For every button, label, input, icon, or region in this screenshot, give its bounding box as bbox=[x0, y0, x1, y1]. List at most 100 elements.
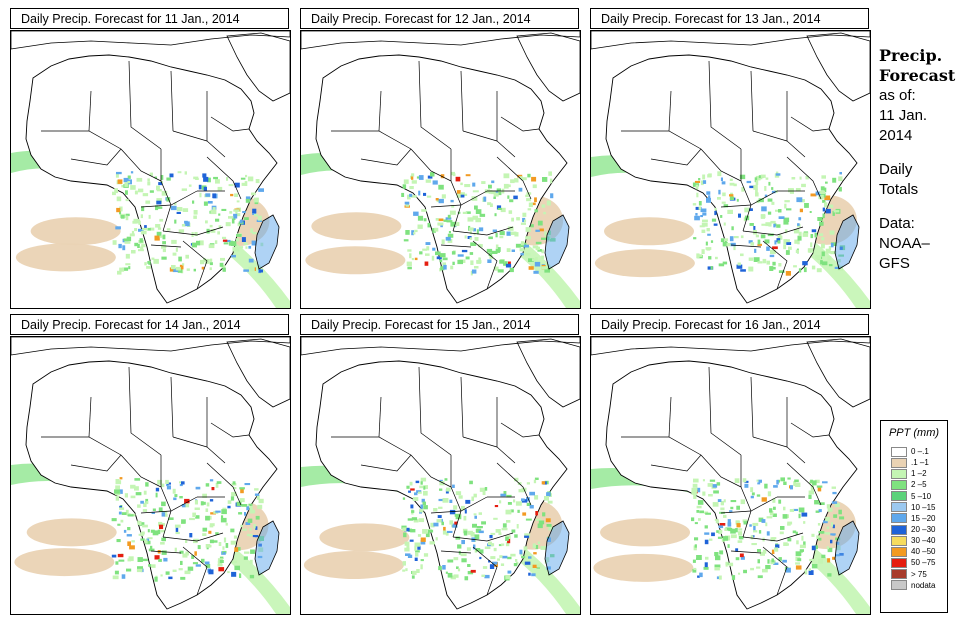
precip-cell bbox=[526, 482, 530, 485]
precip-cell bbox=[140, 231, 147, 235]
precip-cell bbox=[166, 485, 171, 490]
legend-label: 40 –50 bbox=[911, 547, 936, 557]
country-border bbox=[650, 454, 702, 472]
precip-cell bbox=[767, 233, 774, 237]
legend-item: 30 –40 bbox=[881, 535, 947, 546]
precip-cell bbox=[696, 487, 701, 493]
precip-cell bbox=[751, 543, 757, 546]
precip-cell bbox=[435, 198, 439, 201]
precip-cell bbox=[230, 241, 237, 246]
precip-cell bbox=[252, 231, 257, 235]
legend-item: > 75 bbox=[881, 569, 947, 580]
precip-cell bbox=[245, 174, 248, 178]
precip-cell bbox=[487, 259, 492, 263]
precip-cell bbox=[255, 515, 260, 520]
precip-cell bbox=[723, 514, 727, 518]
precip-cell bbox=[162, 523, 165, 527]
precip-map-svg bbox=[301, 31, 580, 308]
precip-cell bbox=[792, 508, 799, 511]
precip-cell bbox=[168, 517, 174, 520]
precip-cell bbox=[455, 222, 460, 226]
precip-cell bbox=[481, 521, 486, 525]
precip-cell bbox=[797, 558, 802, 562]
precip-cell bbox=[474, 266, 479, 269]
precip-cell bbox=[453, 574, 459, 578]
precip-cell bbox=[783, 244, 787, 250]
precip-cell bbox=[161, 550, 167, 555]
precip-cell bbox=[528, 572, 531, 576]
precip-cell bbox=[238, 512, 243, 515]
precip-cell bbox=[775, 544, 780, 548]
precip-cell bbox=[808, 494, 812, 499]
precip-cell bbox=[532, 258, 536, 262]
precip-cell bbox=[207, 177, 211, 183]
precip-cell bbox=[130, 495, 136, 499]
precip-cell bbox=[708, 538, 713, 541]
precip-cell bbox=[513, 195, 518, 200]
precip-cell bbox=[692, 483, 698, 488]
precip-cell bbox=[766, 260, 770, 265]
precip-cell bbox=[456, 190, 461, 195]
precip-cell bbox=[537, 220, 543, 226]
precip-cell bbox=[230, 193, 234, 197]
precip-cell bbox=[205, 564, 211, 568]
precip-cell bbox=[711, 532, 715, 537]
country-border bbox=[700, 148, 742, 182]
precip-cell bbox=[246, 533, 253, 537]
precip-cell bbox=[503, 183, 509, 189]
precip-cell bbox=[123, 529, 127, 533]
precip-cell bbox=[496, 191, 502, 196]
precip-cell bbox=[139, 522, 145, 526]
precip-cell bbox=[425, 242, 431, 245]
precip-cell bbox=[414, 545, 417, 551]
precip-cell bbox=[778, 263, 782, 267]
precip-cell bbox=[502, 555, 508, 559]
precip-cell bbox=[538, 524, 542, 527]
precip-cell bbox=[816, 268, 822, 273]
precip-cell bbox=[698, 206, 701, 210]
precip-cell bbox=[778, 209, 782, 213]
precip-cell bbox=[475, 548, 481, 552]
precip-cell bbox=[420, 564, 423, 570]
precip-cell bbox=[179, 264, 184, 270]
precip-cell bbox=[728, 562, 734, 567]
precip-cell bbox=[811, 229, 817, 233]
precip-cell bbox=[158, 182, 162, 186]
precip-cell bbox=[523, 244, 529, 248]
precip-cell bbox=[696, 505, 702, 509]
precip-cell bbox=[426, 195, 432, 198]
precip-cell bbox=[125, 215, 129, 221]
legend-label: 30 –40 bbox=[911, 536, 936, 546]
precip-cell bbox=[458, 495, 463, 499]
precip-cell bbox=[215, 510, 221, 513]
precip-cell bbox=[700, 215, 703, 218]
precip-cell bbox=[218, 542, 222, 546]
precip-cell bbox=[401, 525, 407, 529]
precip-cell bbox=[499, 555, 503, 558]
precip-cell bbox=[455, 176, 461, 182]
precip-cell bbox=[193, 215, 197, 219]
precip-cell bbox=[819, 190, 825, 194]
precip-cell bbox=[461, 505, 465, 511]
precip-cell bbox=[181, 519, 186, 524]
precip-cell bbox=[839, 516, 845, 520]
precip-cell bbox=[463, 193, 468, 196]
precip-cell bbox=[515, 243, 521, 248]
precip-cell bbox=[417, 534, 422, 537]
precip-cell bbox=[470, 242, 477, 246]
forecast-panel-4: Daily Precip. Forecast for 14 Jan., 2014 bbox=[10, 314, 291, 615]
precip-cell bbox=[230, 540, 236, 545]
precip-cell bbox=[464, 184, 471, 188]
country-border bbox=[496, 397, 516, 464]
legend-item: 0 –.1 bbox=[881, 446, 947, 457]
precip-cell bbox=[549, 178, 553, 184]
precip-cell bbox=[231, 254, 236, 258]
precip-cell bbox=[121, 185, 124, 188]
precip-cell bbox=[701, 229, 706, 233]
precip-cell bbox=[464, 509, 467, 514]
precip-cell bbox=[245, 522, 251, 525]
precip-cell bbox=[733, 183, 737, 187]
country-border bbox=[70, 148, 122, 166]
precip-cell bbox=[496, 188, 501, 192]
precip-cell bbox=[758, 177, 763, 180]
